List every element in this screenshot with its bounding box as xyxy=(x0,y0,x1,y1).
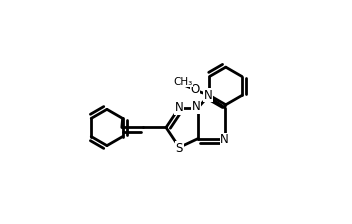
Text: N: N xyxy=(191,100,200,113)
Text: CH₃: CH₃ xyxy=(173,77,193,87)
Text: N: N xyxy=(220,133,229,146)
Text: N: N xyxy=(175,101,184,114)
Text: N: N xyxy=(204,89,213,102)
Text: O: O xyxy=(190,83,200,96)
Text: S: S xyxy=(176,142,183,155)
